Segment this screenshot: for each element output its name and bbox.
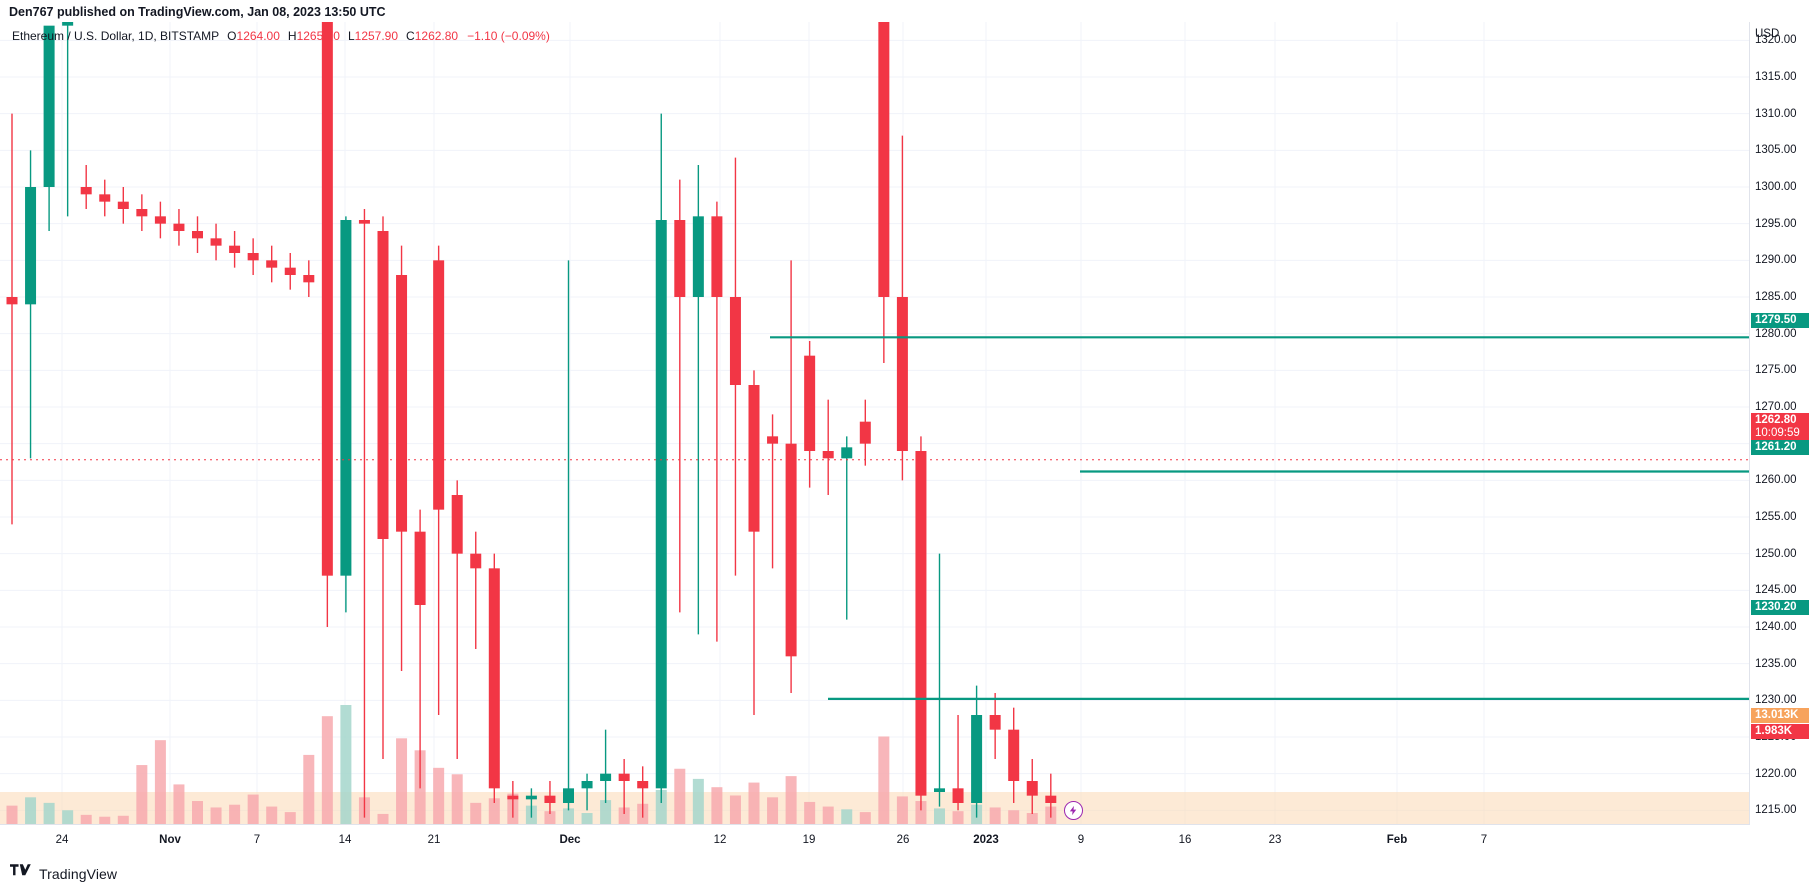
price-axis-tick: 1240.00: [1755, 621, 1797, 633]
price-axis-tick: 1315.00: [1755, 71, 1797, 83]
realtime-lightning-icon[interactable]: [1063, 801, 1083, 820]
time-axis-tick: Nov: [159, 834, 181, 846]
price-axis-tick: 1220.00: [1755, 767, 1797, 780]
time-axis-tick: 23: [1268, 834, 1282, 846]
time-axis-tick: Feb: [1386, 834, 1408, 846]
chart-series: [0, 22, 1749, 824]
price-axis-tick: 1235.00: [1755, 657, 1797, 670]
time-axis-tick: 7: [253, 834, 261, 846]
time-axis-tick: 21: [427, 834, 441, 846]
price-axis-tick: 1290.00: [1755, 254, 1797, 267]
price-axis-tick: 1280.00: [1755, 327, 1797, 340]
time-axis-tick: 12: [713, 834, 727, 846]
time-axis[interactable]: 24 Nov 7 14 21 Dec 12 19 26 2023 9 16 23 Feb 7: [0, 826, 1751, 856]
legend-close: C1262.80: [406, 29, 459, 43]
time-axis-tick: 9: [1077, 834, 1085, 846]
time-axis-tick: Dec: [559, 834, 581, 846]
price-axis-tick: 1250.00: [1755, 547, 1797, 560]
countdown-text: 10:09:59: [1755, 427, 1800, 439]
legend-low: L1257.90: [347, 29, 399, 43]
legend-change: −1.10 (−0.09%): [467, 29, 550, 43]
price-axis-tick: 1260.00: [1755, 474, 1797, 487]
price-axis-tick: 1305.00: [1755, 144, 1797, 157]
resistance-level-badge[interactable]: 1279.50: [1751, 313, 1809, 328]
price-axis-tick: 1245.00: [1755, 584, 1797, 597]
time-axis-tick: 16: [1178, 834, 1192, 846]
time-axis-tick: 19: [802, 834, 816, 846]
time-axis-tick: 7: [1480, 834, 1488, 846]
price-axis-tick: 1320.00: [1755, 34, 1797, 47]
chart-pane[interactable]: [0, 22, 1750, 825]
legend-symbol[interactable]: Ethereum / U.S. Dollar, 1D, BITSTAMP: [12, 29, 220, 43]
time-axis-tick: 14: [338, 834, 352, 846]
price-axis-tick: 1255.00: [1755, 511, 1797, 523]
price-axis-tick: 1275.00: [1755, 364, 1797, 377]
price-axis-tick: 1295.00: [1755, 217, 1797, 230]
footer-bar: TradingView: [0, 858, 1809, 889]
price-axis[interactable]: USD 1320.00 1315.00 1310.00 1305.00 1300.00 1…: [1751, 22, 1809, 825]
price-axis-tick: 1285.00: [1755, 291, 1797, 303]
published-text: Den767 published on TradingView.com, Jan…: [9, 5, 386, 19]
time-axis-tick: 26: [896, 834, 910, 846]
price-axis-tick: 1310.00: [1755, 107, 1797, 120]
legend-open: O1264.00: [227, 29, 280, 43]
price-axis-tick: 1300.00: [1755, 181, 1797, 193]
support-entry-badge[interactable]: 1261.20: [1751, 440, 1809, 455]
tradingview-brand: TradingView: [39, 865, 118, 882]
tradingview-logo-icon: [10, 864, 32, 883]
last-price-badge[interactable]: 1262.80 10:09:59: [1751, 413, 1809, 441]
symbol-legend[interactable]: Ethereum / U.S. Dollar, 1D, BITSTAMP O12…: [0, 26, 550, 46]
price-axis-tick: 1270.00: [1755, 401, 1797, 413]
price-axis-tick: 1230.00: [1755, 694, 1797, 707]
time-axis-tick: 2023: [973, 834, 999, 846]
legend-high: H1265.70: [287, 29, 340, 43]
published-header: Den767 published on TradingView.com, Jan…: [0, 0, 1809, 24]
volume-high-badge[interactable]: 13.013K: [1751, 708, 1809, 723]
time-axis-tick: 24: [55, 834, 69, 846]
support-level-badge[interactable]: 1230.20: [1751, 600, 1809, 615]
price-axis-tick: 1215.00: [1755, 804, 1797, 817]
price-axis-unit: USD: [1755, 28, 1780, 40]
volume-last-badge[interactable]: 1.983K: [1751, 724, 1809, 739]
